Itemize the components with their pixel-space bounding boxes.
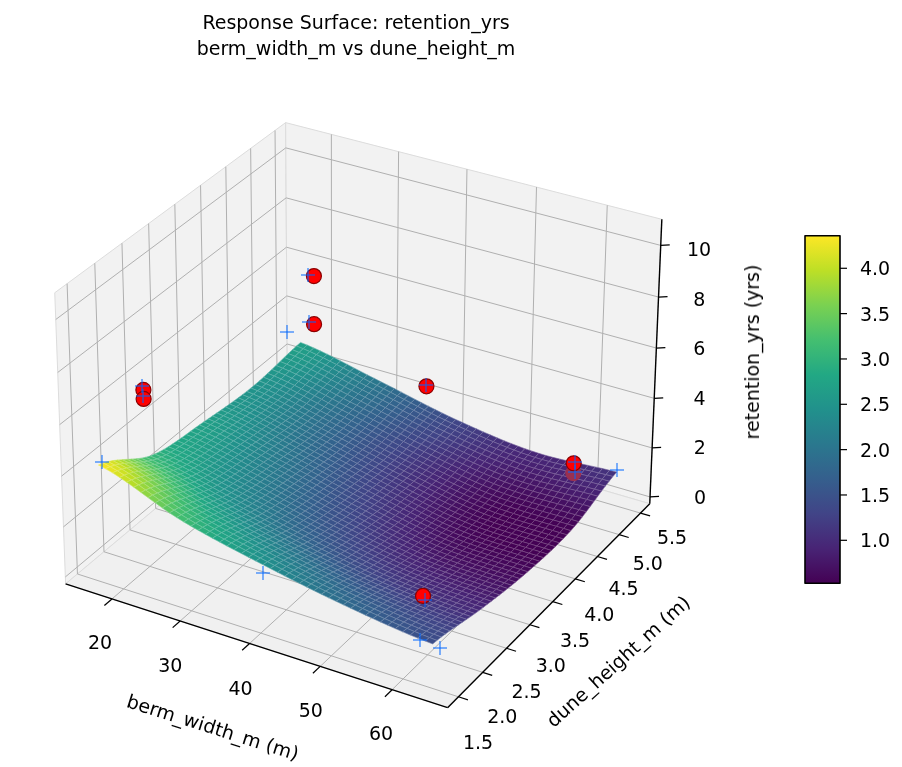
plot3d-canvas — [0, 0, 902, 767]
z-tick-label: 6 — [693, 337, 705, 359]
colorbar-tick-label: 4.0 — [860, 257, 890, 279]
colorbar-tick-label: 3.5 — [860, 303, 890, 325]
z-tick-label: 4 — [694, 387, 706, 409]
colorbar-tick-label: 1.5 — [860, 484, 890, 506]
colorbar-tick-label: 2.5 — [860, 393, 890, 415]
y-tick-label: 5.5 — [657, 526, 687, 548]
y-tick-label: 5.0 — [633, 552, 663, 574]
z-tick-label: 2 — [694, 436, 706, 458]
y-tick-label: 3.0 — [536, 654, 566, 676]
y-tick-label: 4.0 — [584, 603, 614, 625]
z-tick-label: 10 — [687, 238, 711, 260]
x-tick-label: 60 — [369, 722, 393, 744]
colorbar-tick-label: 1.0 — [860, 529, 890, 551]
y-tick-label: 4.5 — [608, 577, 638, 599]
x-tick-label: 30 — [158, 654, 182, 676]
figure: Response Surface: retention_yrs berm_wid… — [0, 0, 902, 767]
z-axis-label: retention_yrs (yrs) — [741, 265, 763, 440]
y-tick-label: 1.5 — [463, 731, 493, 753]
chart-title-line2: berm_width_m vs dune_height_m — [197, 35, 516, 61]
y-tick-label: 3.5 — [560, 629, 590, 651]
x-tick-label: 40 — [228, 677, 252, 699]
y-tick-label: 2.5 — [511, 680, 541, 702]
x-tick-label: 50 — [299, 699, 323, 721]
x-tick-label: 20 — [88, 631, 112, 653]
colorbar-tick-label: 2.0 — [860, 439, 890, 461]
colorbar-tick-label: 3.0 — [860, 348, 890, 370]
chart-title: Response Surface: retention_yrs berm_wid… — [197, 9, 516, 61]
z-tick-label: 0 — [694, 486, 706, 508]
chart-title-line1: Response Surface: retention_yrs — [197, 9, 516, 35]
y-tick-label: 2.0 — [487, 705, 517, 727]
z-tick-label: 8 — [693, 288, 705, 310]
